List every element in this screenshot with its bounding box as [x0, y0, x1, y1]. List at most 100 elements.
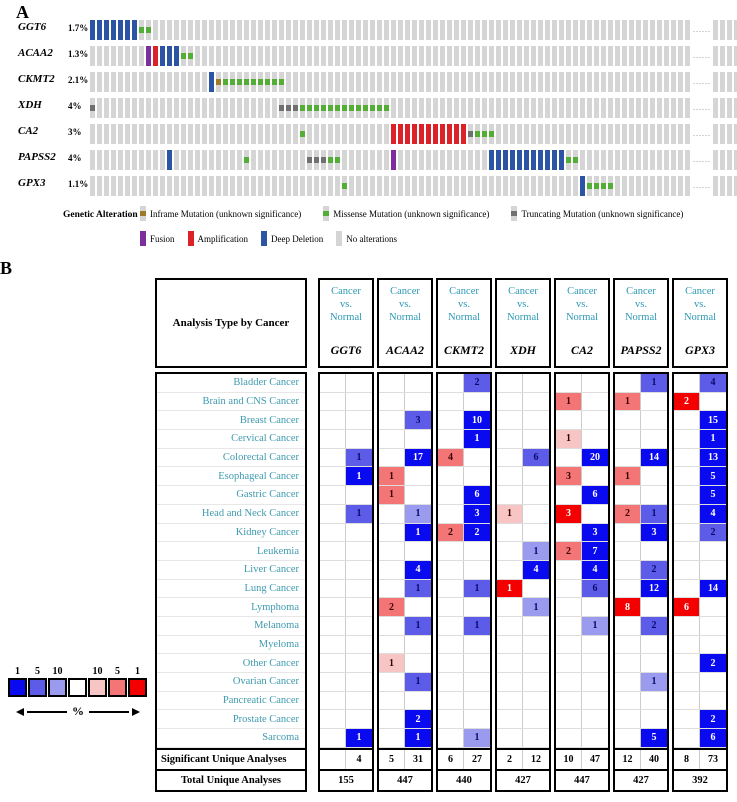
- alteration-bar-gray: [720, 176, 725, 196]
- alteration-bar-gray: [405, 150, 410, 170]
- analysis-cell: [438, 579, 464, 598]
- analysis-cell: 1: [405, 673, 431, 691]
- analysis-cell: [641, 430, 667, 448]
- analysis-cell: 6: [582, 579, 608, 598]
- analysis-cell: [641, 467, 667, 485]
- alteration-bar-gray: [559, 20, 564, 40]
- alteration-bar-gray: [328, 20, 333, 40]
- analysis-cell: [556, 374, 582, 392]
- analysis-cell: [346, 580, 372, 598]
- analysis-row: 15: [674, 411, 726, 431]
- analysis-cell: [523, 524, 549, 542]
- alteration-bar-gray: [251, 46, 256, 66]
- alteration-bar-gray: [566, 98, 571, 118]
- alteration-bar-gray: [643, 150, 648, 170]
- alteration-bar-gray: [573, 46, 578, 66]
- analysis-cell: [523, 430, 549, 448]
- alteration-bar-gray: [657, 150, 662, 170]
- analysis-cell: 2: [700, 523, 726, 542]
- analysis-cell: [556, 691, 582, 710]
- analysis-row: [379, 691, 431, 711]
- alteration-bar-gray: [286, 20, 291, 40]
- alteration-bar-gray: [685, 124, 690, 144]
- mis-mark: [475, 131, 480, 137]
- gene-header: Cancer vs. Normal CA2: [554, 278, 610, 368]
- analysis-row: 1: [320, 448, 372, 468]
- alteration-bar-gray: [307, 72, 312, 92]
- analysis-cell: 13: [700, 448, 726, 467]
- alteration-bar-gray: [174, 124, 179, 144]
- analysis-cell: [438, 374, 464, 392]
- mis-mark: [300, 105, 305, 111]
- table-body: Bladder Cancer Brain and CNS Cancer Breast…: [155, 372, 728, 792]
- alteration-bar-gray: [608, 72, 613, 92]
- alteration-bar-gray: [727, 176, 732, 196]
- alteration-bar-gray: [286, 176, 291, 196]
- legend-swatch-del: [261, 231, 268, 246]
- alteration-bar-gray: [580, 124, 585, 144]
- analysis-cell: [405, 692, 431, 710]
- analysis-row: 8: [615, 598, 667, 617]
- significant-count: 40: [649, 753, 659, 765]
- analysis-row: [320, 486, 372, 505]
- analysis-row: 1: [379, 673, 431, 692]
- analysis-cell: [438, 486, 464, 504]
- analysis-cell: [320, 523, 346, 542]
- analysis-row: 1: [320, 504, 372, 524]
- alteration-bar-gray: [622, 72, 627, 92]
- alteration-bar-gray: [342, 20, 347, 40]
- analysis-cell: 5: [700, 486, 726, 504]
- analysis-row: 3: [556, 467, 608, 487]
- gene-header-name: GPX3: [685, 343, 715, 357]
- analysis-cell: [379, 504, 405, 523]
- mis-mark: [181, 53, 186, 59]
- alteration-bar-gray: [580, 46, 585, 66]
- analysis-row: [438, 560, 490, 580]
- alteration-bar-gray: [643, 46, 648, 66]
- alteration-bar-fus: [146, 46, 151, 66]
- mis-mark: [384, 105, 389, 111]
- analysis-cell: 3: [464, 504, 490, 523]
- analysis-row: [615, 542, 667, 561]
- analysis-cell: [674, 673, 700, 691]
- analysis-row: 12: [615, 579, 667, 599]
- alteration-bar-tru: [293, 98, 298, 118]
- alteration-bar-gray: [594, 150, 599, 170]
- analysis-row: [320, 654, 372, 673]
- analysis-row: [320, 392, 372, 412]
- gene-name: CKMT2: [18, 73, 55, 85]
- alteration-bar-gray: [188, 98, 193, 118]
- mis-mark: [244, 79, 249, 85]
- analysis-row: [615, 411, 667, 431]
- analysis-cell: 1: [405, 616, 431, 635]
- alteration-bar-gray: [391, 20, 396, 40]
- significant-analyses-label: Significant Unique Analyses: [157, 747, 305, 769]
- mis-mark: [335, 157, 340, 163]
- alteration-bar-mis: [300, 124, 305, 144]
- alteration-bar-gray: [188, 176, 193, 196]
- analysis-row: [615, 486, 667, 505]
- alteration-bar-mis: [377, 98, 382, 118]
- alteration-bar-gray: [307, 20, 312, 40]
- analysis-cell: [641, 411, 667, 429]
- legend-item: Truncating Mutation (unknown significanc…: [511, 206, 683, 221]
- alteration-bar-gray: [223, 150, 228, 170]
- alteration-bar-gray: [475, 20, 480, 40]
- alteration-bar-gray: [370, 176, 375, 196]
- analysis-cell: [346, 710, 372, 728]
- alteration-bar-gray: [139, 98, 144, 118]
- alteration-bar-gray: [230, 46, 235, 66]
- alteration-bar-gray: [615, 46, 620, 66]
- analysis-cell: [346, 524, 372, 542]
- alteration-bar-gray: [650, 72, 655, 92]
- alteration-bar-gray: [601, 20, 606, 40]
- alteration-bar-gray: [167, 124, 172, 144]
- alteration-bar-gray: [412, 72, 417, 92]
- comparison-label: Normal: [447, 312, 481, 323]
- analysis-cell: [523, 374, 549, 392]
- alteration-bar-gray: [636, 72, 641, 92]
- alteration-bar-mis: [573, 150, 578, 170]
- alteration-bar-gray: [720, 20, 725, 40]
- mis-mark: [328, 105, 333, 111]
- analysis-cell: [641, 692, 667, 710]
